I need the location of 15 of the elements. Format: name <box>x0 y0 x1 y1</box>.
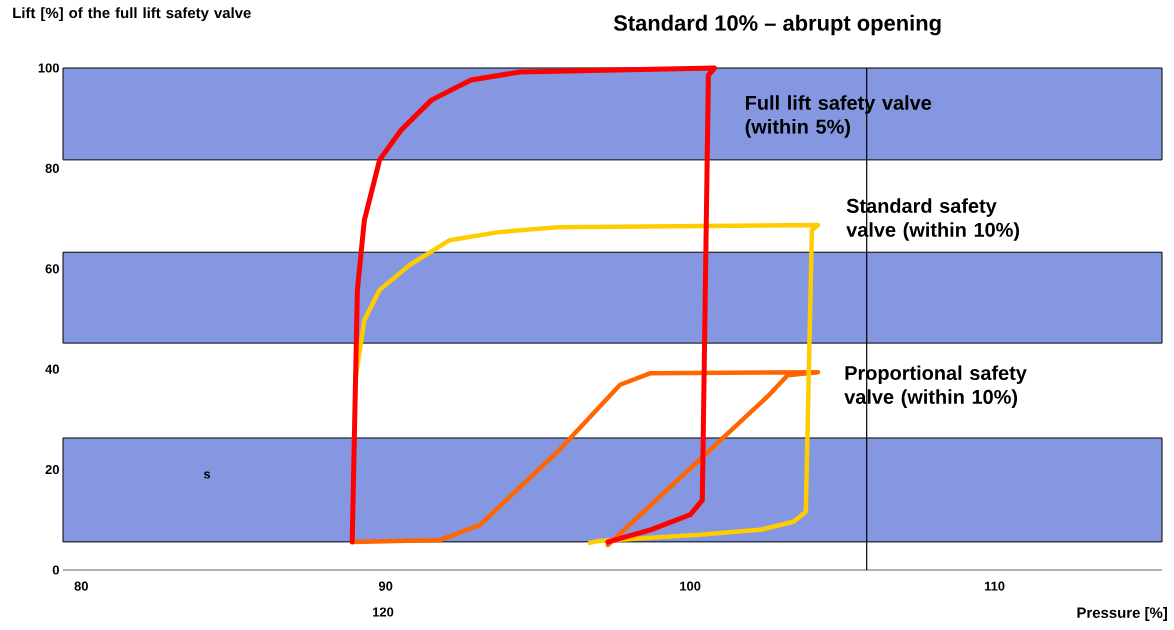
x-tick-label: 90 <box>378 581 393 591</box>
chart-title: Standard 10% – abrupt opening <box>613 14 941 36</box>
x-tick-label: 100 <box>680 581 701 591</box>
y-tick-label: 80 <box>45 163 59 173</box>
y-tick-label: 0 <box>52 565 59 575</box>
y-tick-label: 60 <box>45 264 59 274</box>
text: 120 <box>373 607 394 617</box>
x-axis-title: Pressure [%] <box>1077 607 1167 621</box>
y-tick-label: 40 <box>45 364 59 374</box>
y-tick-label: 100 <box>38 63 59 73</box>
annotation: s <box>203 471 211 479</box>
x-tick-label: 80 <box>74 581 88 591</box>
x-tick-label: 110 <box>984 581 1005 591</box>
y-tick-label: 20 <box>45 465 59 475</box>
y-axis-title: Lift [%] of the full lift safety valve <box>13 7 251 22</box>
